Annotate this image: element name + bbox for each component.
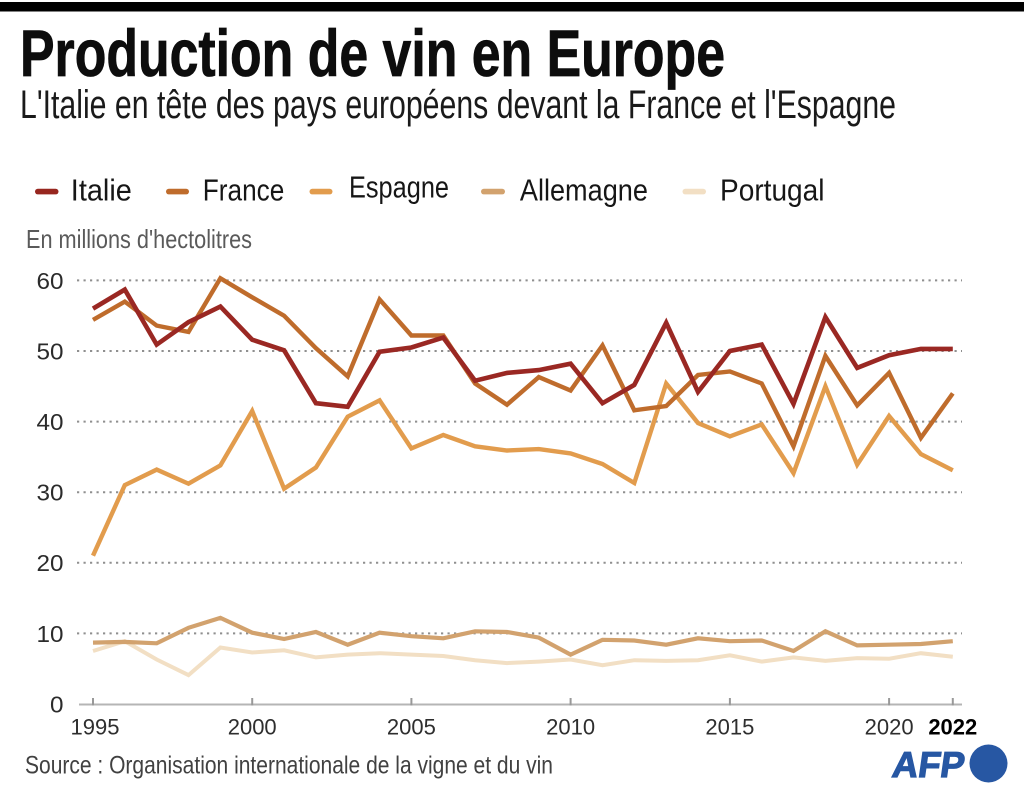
svg-text:Portugal: Portugal	[720, 173, 825, 208]
svg-text:Allemagne: Allemagne	[520, 173, 648, 208]
svg-text:France: France	[203, 173, 284, 208]
svg-text:En millions d'hectolitres: En millions d'hectolitres	[26, 224, 252, 254]
svg-text:20: 20	[37, 550, 64, 576]
svg-text:1995: 1995	[71, 715, 120, 740]
svg-text:50: 50	[37, 338, 64, 364]
svg-text:2022: 2022	[928, 715, 977, 740]
svg-text:0: 0	[50, 691, 64, 717]
svg-text:40: 40	[37, 409, 64, 435]
svg-text:L'Italie en tête des pays euro: L'Italie en tête des pays européens deva…	[20, 83, 896, 127]
svg-text:2000: 2000	[228, 715, 277, 740]
svg-text:Production de vin en Europe: Production de vin en Europe	[20, 16, 725, 90]
svg-text:AFP: AFP	[890, 744, 968, 785]
svg-text:Italie: Italie	[71, 173, 132, 208]
svg-text:30: 30	[37, 480, 64, 506]
svg-text:Espagne: Espagne	[349, 170, 449, 205]
svg-text:10: 10	[37, 621, 64, 647]
svg-text:2010: 2010	[546, 715, 595, 740]
svg-text:2020: 2020	[865, 715, 914, 740]
svg-text:Source : Organisation internat: Source : Organisation internationale de …	[25, 752, 553, 780]
svg-text:2005: 2005	[387, 715, 436, 740]
svg-text:2015: 2015	[705, 715, 754, 740]
svg-text:60: 60	[37, 268, 64, 294]
